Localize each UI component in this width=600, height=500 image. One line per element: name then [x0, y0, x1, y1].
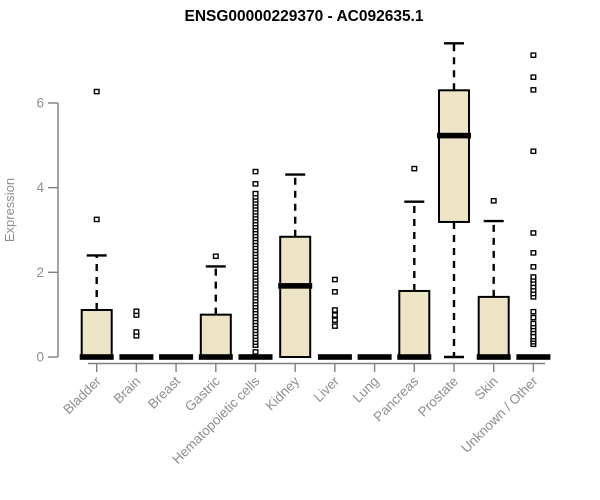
- outlier-point: [93, 216, 100, 223]
- median-line: [119, 354, 154, 360]
- x-tick-label: Skin: [472, 374, 501, 403]
- box-series: [79, 42, 551, 360]
- x-tick-label: Breast: [145, 373, 183, 411]
- outlier-point: [530, 320, 537, 327]
- median-line: [476, 354, 511, 360]
- boxplot-gastric: [198, 253, 233, 360]
- iqr-box: [199, 313, 232, 358]
- outlier-point: [212, 253, 219, 260]
- outlier-point: [252, 181, 259, 187]
- outlier-point: [331, 307, 338, 313]
- outlier-point: [530, 87, 537, 93]
- x-tick-label: Liver: [311, 373, 343, 405]
- boxplot-kidney: [278, 173, 313, 358]
- outlier-point: [252, 190, 259, 197]
- boxplot-hematopoietic-cells: [238, 168, 273, 360]
- iqr-box: [279, 235, 312, 358]
- outlier-point: [530, 74, 537, 80]
- median-line: [79, 354, 114, 360]
- boxplot-pancreas: [397, 165, 432, 360]
- outlier-point: [133, 308, 140, 315]
- outlier-point: [331, 276, 338, 283]
- y-tick-label: 4: [36, 180, 44, 195]
- boxplot-lung: [357, 354, 392, 360]
- outlier-point: [530, 308, 537, 315]
- boxplot-bladder: [79, 88, 114, 360]
- y-tick-label: 2: [36, 265, 44, 280]
- median-line: [278, 283, 313, 289]
- iqr-box: [438, 89, 470, 223]
- y-axis-label: Expression: [2, 178, 17, 242]
- outlier-point: [530, 274, 537, 280]
- median-line: [516, 354, 551, 360]
- chart-title: ENSG00000229370 - AC092635.1: [185, 8, 424, 25]
- boxplot-prostate: [437, 42, 471, 359]
- iqr-box: [80, 309, 113, 359]
- outlier-point: [411, 165, 418, 172]
- y-tick-label: 6: [36, 96, 44, 111]
- outlier-point: [331, 323, 338, 329]
- outlier-point: [530, 250, 537, 256]
- outlier-point: [133, 329, 140, 335]
- x-tick-label: Prostate: [415, 374, 461, 420]
- boxplot-breast: [159, 354, 194, 360]
- outlier-point: [530, 264, 537, 270]
- outlier-point: [530, 148, 537, 155]
- outlier-point: [331, 317, 338, 323]
- median-line: [317, 354, 352, 360]
- x-tick-label: Kidney: [263, 373, 303, 413]
- iqr-box: [477, 295, 510, 359]
- boxplot-liver: [317, 276, 352, 360]
- median-line: [198, 354, 233, 360]
- outlier-point: [93, 88, 100, 95]
- outlier-point: [331, 312, 338, 318]
- median-line: [238, 354, 273, 360]
- median-line: [437, 132, 471, 139]
- iqr-box: [398, 289, 431, 358]
- outlier-point: [530, 52, 537, 58]
- boxplot-unknown-other: [516, 52, 551, 360]
- outlier-point: [490, 197, 497, 204]
- outlier-point: [331, 289, 338, 295]
- outlier-point: [530, 230, 537, 236]
- outlier-point: [252, 168, 259, 175]
- boxplot-skin: [476, 197, 511, 360]
- x-tick-label: Brain: [111, 374, 144, 407]
- boxplot-brain: [119, 308, 154, 360]
- median-line: [397, 354, 432, 360]
- median-line: [159, 354, 194, 360]
- x-tick-label: Unknown / Other: [458, 373, 541, 456]
- median-line: [357, 354, 392, 360]
- outlier-point: [252, 349, 259, 355]
- x-tick-label: Lung: [350, 374, 382, 406]
- x-tick-label: Bladder: [60, 373, 104, 417]
- outlier-point: [530, 314, 537, 321]
- y-tick-label: 0: [36, 350, 44, 365]
